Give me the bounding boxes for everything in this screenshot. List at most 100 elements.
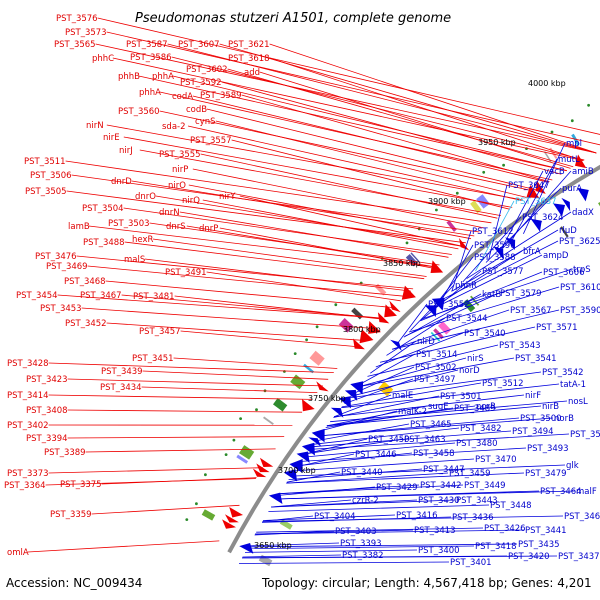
- reverse-label-line-58: [300, 447, 527, 462]
- reverse-label-line-60: [297, 452, 413, 467]
- reverse-gene-label-19: phhR: [455, 281, 477, 291]
- reverse-gene-label-61: PST_3470: [475, 455, 517, 465]
- tick-label-0: 4000 kbp: [528, 79, 566, 88]
- forward-label-line-4: [167, 43, 597, 154]
- reverse-gene-label-30: PST_3543: [499, 341, 541, 351]
- forward-label-line-30: [188, 184, 472, 240]
- reverse-gene-label-17: trpS: [573, 265, 591, 275]
- forward-label-line-50: [174, 295, 383, 320]
- marker-dot-10: [305, 338, 308, 342]
- forward-gene-label-36: dnrN: [159, 208, 180, 218]
- forward-label-line-8: [269, 57, 584, 161]
- reverse-gene-label-44: sugE: [428, 402, 449, 412]
- forward-gene-label-27: PST_3511: [24, 157, 66, 167]
- forward-gene-label-53: PST_3457: [139, 327, 181, 337]
- forward-gene-label-30: nirO: [168, 181, 186, 191]
- reverse-gene-label-57: PST_3480: [456, 439, 498, 449]
- forward-label-line-43: [144, 258, 411, 292]
- marker-dot-19: [482, 170, 486, 174]
- reverse-gene-label-1: mutL: [558, 155, 580, 165]
- forward-gene-labels: PST_3576 PST_3573 PST_3565 phhC PST_3587 PST_…: [4, 14, 270, 558]
- reverse-label-line-40: [333, 394, 525, 418]
- reverse-gene-label-32: nirS: [467, 354, 484, 364]
- gene-arrow-4: [268, 492, 283, 504]
- reverse-gene-label-75: PST_3448: [490, 501, 532, 511]
- forward-gene-label-46: PST_3469: [46, 262, 88, 272]
- reverse-gene-label-73: PST_3430: [418, 496, 460, 506]
- reverse-gene-label-72: czrR-2: [352, 496, 379, 506]
- forward-label-line-27: [65, 160, 492, 224]
- forward-gene-label-44: PST_3476: [35, 252, 77, 262]
- forward-gene-label-31: PST_3505: [25, 187, 67, 197]
- forward-label-line-19: [215, 120, 527, 198]
- reverse-gene-label-12: PST_3596: [474, 241, 516, 251]
- gene-arrow-37: [553, 203, 566, 217]
- marker-dot-3: [224, 453, 228, 456]
- gene-arrow-1: [222, 519, 237, 529]
- reverse-gene-label-27: PST_3571: [536, 323, 578, 333]
- gene-arrow-26: [389, 300, 401, 313]
- reverse-label-line-24: [392, 309, 510, 350]
- reverse-gene-label-18: PST_3577: [482, 267, 524, 277]
- reverse-gene-label-71: malF: [576, 487, 597, 497]
- forward-gene-label-13: PST_3592: [180, 78, 222, 88]
- forward-gene-label-64: PST_3373: [7, 469, 49, 479]
- forward-label-line-15: [192, 95, 549, 183]
- annotation-segment-3: [236, 454, 249, 464]
- reverse-label-line-79: [262, 515, 564, 522]
- reverse-gene-label-84: PST_3393: [340, 539, 382, 549]
- genome-title: Pseudomonas stutzeri A1501, complete gen…: [135, 11, 451, 26]
- forward-gene-label-49: PST_3467: [80, 291, 122, 301]
- reverse-label-line-64: [286, 471, 341, 483]
- forward-gene-label-10: add: [244, 68, 260, 78]
- forward-gene-label-4: PST_3587: [126, 40, 168, 50]
- reverse-label-line-88: [244, 549, 418, 553]
- reverse-gene-label-8: PST_3624: [522, 213, 564, 223]
- forward-label-line-31: [66, 190, 466, 244]
- reverse-gene-label-79: PST_3460: [564, 512, 600, 522]
- forward-gene-label-26: nirP: [172, 165, 188, 175]
- reverse-gene-label-15: PST_3588: [474, 253, 516, 263]
- forward-label-line-47: [105, 280, 394, 308]
- reverse-gene-label-16: PST_3606: [543, 268, 585, 278]
- gene-arrow-12: [308, 437, 322, 447]
- reverse-label-line-75: [268, 504, 490, 512]
- reverse-gene-label-35: norD: [459, 366, 480, 376]
- reverse-gene-label-88: PST_3400: [418, 546, 460, 556]
- annotation-segment-14: [430, 331, 441, 342]
- reverse-label-line-19: [410, 284, 455, 331]
- forward-gene-label-67: PST_3359: [50, 510, 92, 520]
- marker-dot-0: [185, 518, 189, 521]
- tick-label-1: 3950 kbp: [478, 138, 516, 147]
- reverse-label-line-69: [279, 484, 464, 495]
- annotation-segment-1: [201, 509, 216, 521]
- reverse-gene-label-68: PST_3429: [376, 483, 418, 493]
- reverse-label-line-14: [432, 254, 543, 309]
- reverse-label-line-47: [323, 410, 398, 431]
- tick-label-4: 3800 kbp: [343, 325, 381, 334]
- reverse-gene-label-14: ampD: [543, 251, 569, 261]
- annotation-segment-23: [476, 194, 490, 209]
- forward-label-line-63: [85, 448, 276, 453]
- annotation-segment-5: [263, 416, 274, 426]
- reverse-gene-label-66: PST_3479: [525, 469, 567, 479]
- reverse-gene-label-51: PST_3465: [410, 420, 452, 430]
- gene-arrow-31: [459, 238, 470, 251]
- marker-dot-22: [550, 130, 554, 134]
- forward-gene-label-68: omlA: [7, 548, 29, 558]
- reverse-label-line-30: [367, 344, 499, 377]
- forward-gene-label-39: dnrS: [166, 222, 186, 232]
- reverse-label-line-18: [420, 270, 482, 321]
- reverse-gene-label-4: PST_3647: [508, 181, 550, 191]
- reverse-gene-label-62: glk: [566, 461, 579, 471]
- marker-dot-5: [239, 417, 243, 420]
- forward-label-line-33: [202, 199, 459, 250]
- gene-arrow-9: [289, 459, 303, 474]
- forward-label-line-54: [173, 357, 338, 369]
- reverse-label-line-37: [344, 378, 414, 404]
- forward-gene-label-15: codA: [172, 92, 193, 102]
- forward-label-line-23: [123, 136, 513, 208]
- reverse-gene-label-58: PST_3493: [527, 444, 569, 454]
- reverse-gene-label-21: PST_3610: [560, 283, 600, 293]
- annotation-segment-9: [309, 350, 325, 366]
